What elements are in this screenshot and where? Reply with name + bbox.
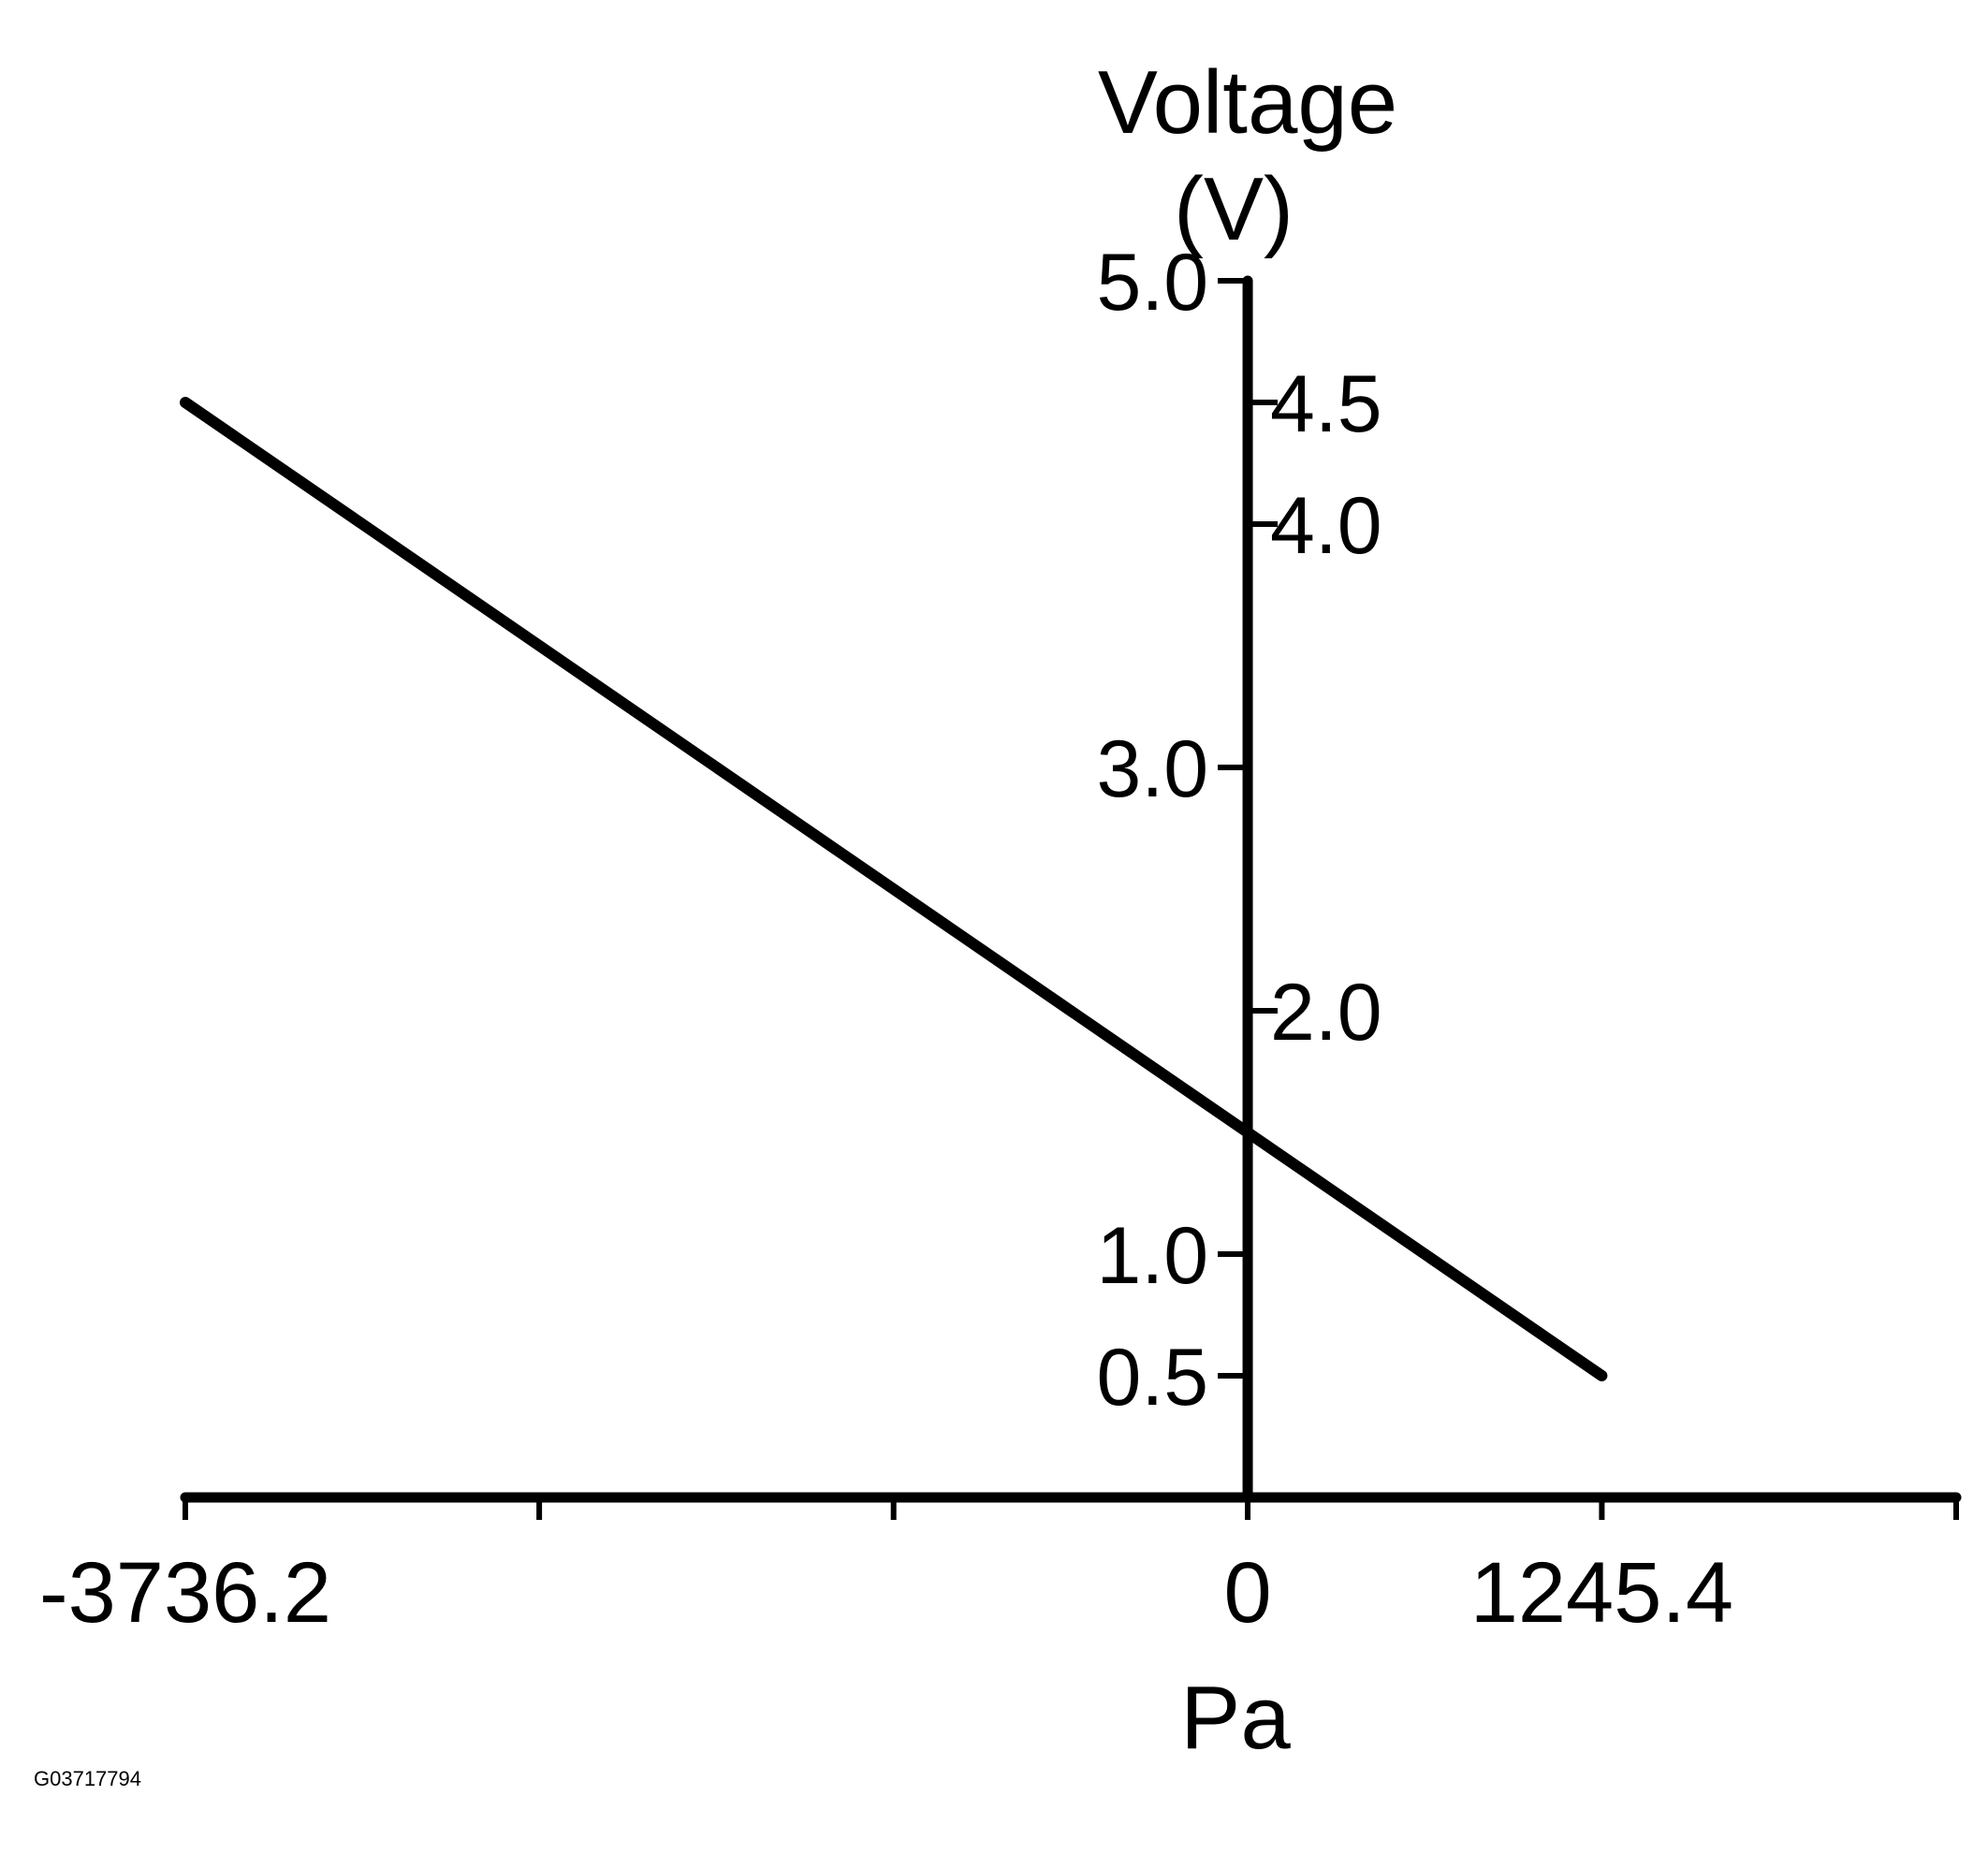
y-tick-label-left-3: 0.5 bbox=[1096, 1333, 1208, 1423]
y-tick-label-right-0: 4.5 bbox=[1270, 359, 1382, 449]
y-axis-label-line1: Voltage bbox=[1098, 52, 1397, 153]
y-tick-label-right-1: 4.0 bbox=[1270, 481, 1382, 571]
y-tick-label-right-2: 2.0 bbox=[1270, 968, 1382, 1058]
x-axis-label: Pa bbox=[1180, 1668, 1291, 1768]
ticks bbox=[183, 278, 1959, 1520]
series bbox=[180, 397, 1608, 1381]
axes bbox=[180, 275, 1962, 1503]
tick-labels: -3736.2 0 1245.4 5.0 3.0 1.0 0.5 4.5 4.0 2.0 bbox=[39, 238, 1733, 1641]
x-tick-label-1: 0 bbox=[1223, 1545, 1271, 1641]
figure-code: G03717794 bbox=[34, 1767, 141, 1790]
x-tick-label-2: 1245.4 bbox=[1470, 1545, 1733, 1641]
y-axis-label-line2: (V) bbox=[1174, 159, 1294, 259]
y-tick-label-left-2: 1.0 bbox=[1096, 1211, 1208, 1301]
y-tick-label-left-0: 5.0 bbox=[1096, 238, 1208, 328]
y-tick-label-left-1: 3.0 bbox=[1096, 724, 1208, 814]
series-line-0 bbox=[180, 397, 1608, 1381]
x-tick-label-0: -3736.2 bbox=[39, 1545, 331, 1641]
